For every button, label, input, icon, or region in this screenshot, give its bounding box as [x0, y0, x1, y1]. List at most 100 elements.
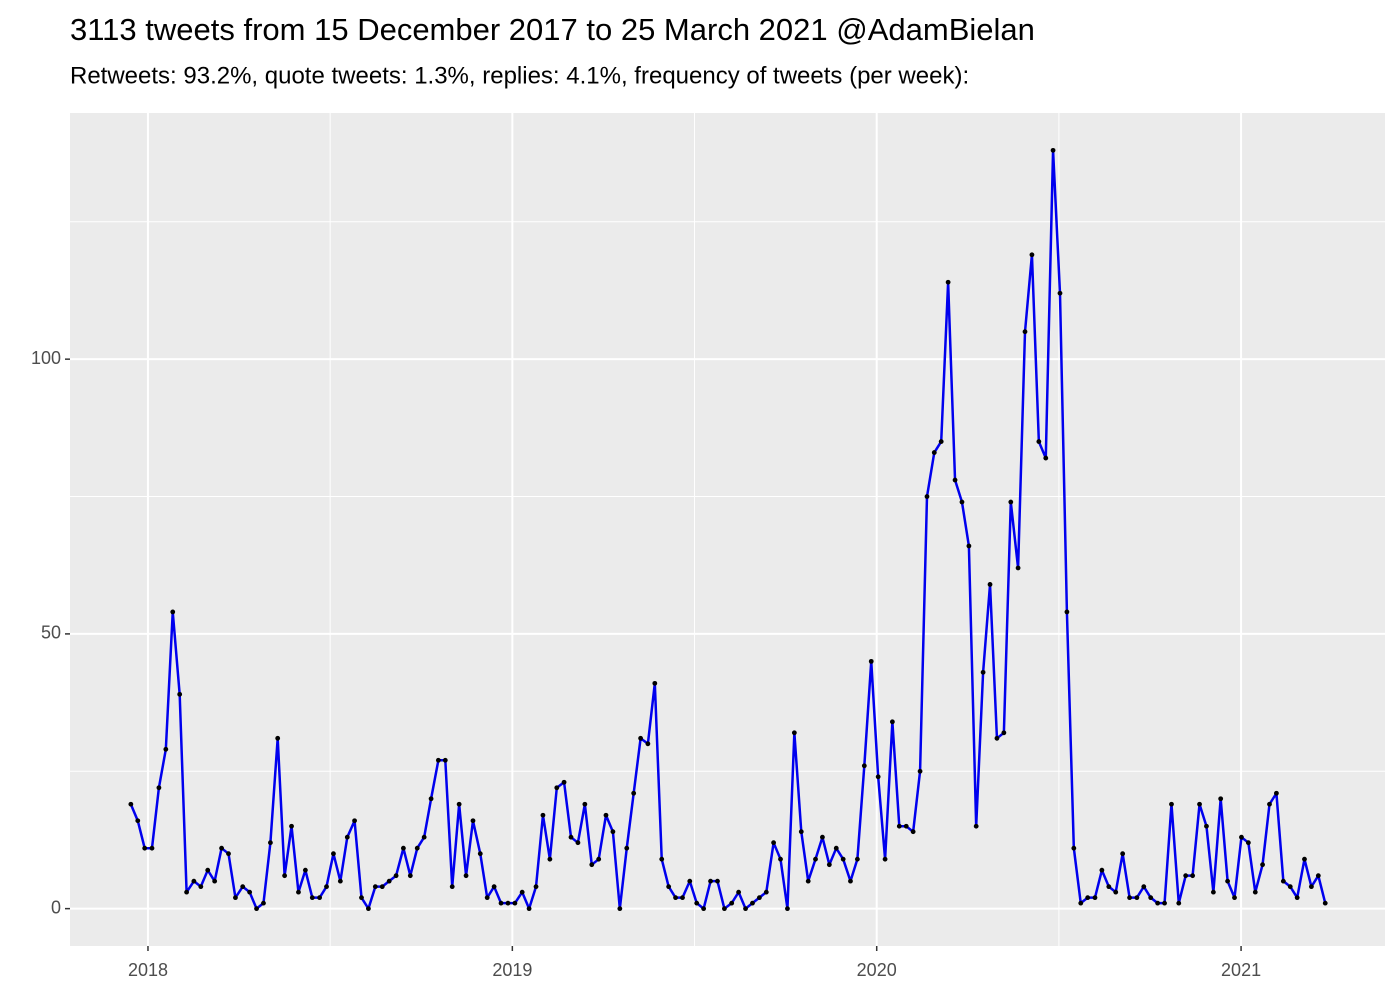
- data-point: [1210, 889, 1216, 895]
- data-point: [400, 845, 406, 851]
- y-tick-label: 50: [41, 623, 61, 643]
- data-point: [198, 884, 204, 890]
- data-point: [987, 582, 993, 587]
- data-point: [624, 845, 630, 851]
- data-point: [1099, 867, 1105, 873]
- data-point: [184, 889, 189, 895]
- data-point: [505, 900, 511, 906]
- data-point: [240, 884, 246, 890]
- data-point: [128, 801, 134, 807]
- data-point: [526, 906, 532, 912]
- data-point: [791, 730, 797, 736]
- data-point: [1057, 290, 1063, 296]
- data-line: [129, 149, 1327, 910]
- data-point: [603, 812, 609, 818]
- data-point: [449, 884, 455, 890]
- data-point: [561, 779, 567, 785]
- data-point: [659, 856, 665, 862]
- data-point: [666, 884, 672, 890]
- data-point: [1106, 884, 1112, 890]
- data-point: [366, 906, 371, 912]
- data-point: [715, 878, 720, 884]
- data-point: [1252, 889, 1258, 895]
- data-point: [645, 741, 651, 747]
- data-point: [1148, 895, 1154, 901]
- data-point: [1071, 845, 1077, 851]
- data-point: [191, 878, 197, 884]
- data-point: [1280, 878, 1286, 884]
- data-point: [386, 878, 392, 884]
- data-point: [379, 884, 385, 890]
- data-point: [156, 785, 162, 791]
- data-point: [275, 735, 281, 741]
- data-point: [1245, 840, 1251, 846]
- data-point: [917, 768, 923, 774]
- data-point: [268, 840, 273, 846]
- data-point: [994, 735, 1000, 741]
- data-point: [973, 823, 979, 829]
- data-point: [1176, 900, 1182, 906]
- data-point: [1197, 801, 1202, 807]
- data-point: [722, 906, 727, 912]
- data-point: [938, 439, 944, 444]
- data-point: [1225, 878, 1230, 884]
- plot-panel: [70, 113, 1385, 946]
- data-point: [498, 900, 504, 906]
- data-point: [1141, 884, 1147, 890]
- data-point: [435, 757, 441, 763]
- data-point: [610, 829, 616, 835]
- data-point: [1308, 884, 1314, 890]
- data-point: [708, 878, 713, 884]
- chart-subtitle: Retweets: 93.2%, quote tweets: 1.3%, rep…: [70, 62, 969, 89]
- x-tick-label: 2020: [857, 960, 897, 980]
- data-point: [512, 900, 518, 906]
- data-point: [582, 801, 588, 807]
- data-point: [1113, 889, 1119, 895]
- data-point: [142, 845, 148, 851]
- data-point: [344, 834, 350, 840]
- data-point: [463, 873, 469, 879]
- data-point: [324, 884, 329, 890]
- data-point: [289, 823, 294, 829]
- data-point: [309, 895, 315, 901]
- data-point: [1078, 900, 1084, 906]
- data-point: [889, 719, 895, 725]
- data-point: [205, 867, 211, 873]
- data-point: [372, 884, 378, 890]
- data-point: [1134, 895, 1140, 901]
- data-point: [826, 862, 832, 868]
- data-point: [1232, 895, 1237, 901]
- data-point: [833, 845, 839, 851]
- data-point: [1022, 329, 1028, 335]
- data-point: [470, 818, 476, 824]
- data-point: [177, 691, 183, 697]
- data-point: [261, 900, 266, 906]
- data-point: [820, 834, 825, 840]
- data-point: [1204, 823, 1209, 829]
- data-point: [1267, 801, 1272, 807]
- data-point: [442, 757, 448, 763]
- data-point: [868, 658, 874, 664]
- data-point: [694, 900, 700, 906]
- data-point: [861, 763, 867, 769]
- data-point: [750, 900, 755, 906]
- data-point: [477, 851, 483, 857]
- data-point: [296, 889, 301, 895]
- data-point: [910, 829, 916, 835]
- data-point: [1287, 884, 1293, 890]
- data-point: [407, 873, 413, 879]
- data-point: [233, 895, 238, 901]
- data-point: [589, 862, 595, 868]
- data-point: [226, 851, 231, 857]
- data-point: [966, 543, 972, 549]
- data-point: [302, 867, 308, 873]
- data-point: [785, 906, 790, 912]
- data-point: [359, 895, 364, 901]
- data-point: [673, 895, 678, 901]
- data-point: [428, 796, 434, 802]
- data-point: [1302, 856, 1307, 862]
- data-point: [596, 856, 602, 862]
- data-point: [924, 494, 930, 499]
- data-point: [491, 884, 497, 890]
- data-point: [945, 279, 951, 285]
